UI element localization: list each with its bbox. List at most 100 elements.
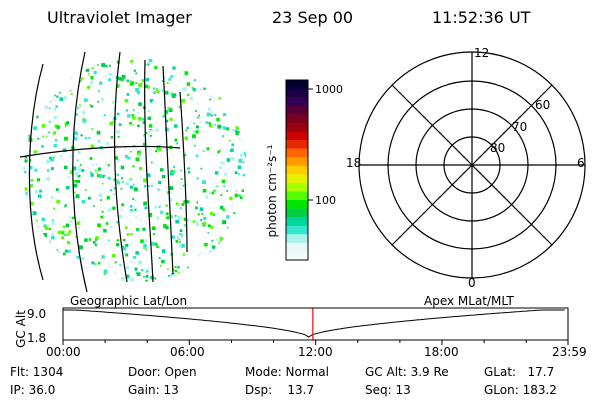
image-pixel [139, 104, 144, 109]
image-pixel [28, 244, 31, 247]
image-pixel [104, 162, 108, 166]
image-pixel [150, 241, 155, 246]
image-pixel [243, 197, 246, 199]
image-pixel [76, 270, 79, 273]
image-pixel [235, 258, 239, 262]
image-pixel [181, 98, 186, 103]
image-pixel [210, 114, 213, 117]
image-pixel [130, 260, 133, 263]
image-pixel [235, 131, 239, 136]
image-pixel [223, 185, 225, 188]
status-dsp: Dsp: 13.7 [245, 383, 315, 397]
image-pixel [91, 67, 94, 70]
image-pixel [78, 245, 83, 250]
polar-mlt-plot [358, 51, 586, 279]
image-pixel [134, 146, 138, 150]
image-pixel [79, 164, 82, 166]
status-mode: Mode: Normal [245, 365, 329, 379]
image-pixel [207, 278, 210, 281]
image-pixel [156, 245, 159, 249]
image-pixel [237, 247, 240, 250]
image-pixel [226, 102, 231, 107]
image-pixel [175, 202, 179, 206]
image-pixel [61, 281, 65, 282]
image-pixel [91, 276, 94, 280]
status-gain: Gain: 13 [128, 383, 179, 397]
image-pixel [124, 98, 129, 103]
image-pixel [62, 252, 66, 256]
image-pixel [84, 136, 88, 140]
grid-line [114, 52, 128, 283]
image-pixel [220, 194, 223, 196]
image-pixel [202, 180, 206, 184]
image-pixel [162, 115, 166, 118]
image-pixel [174, 205, 177, 208]
image-pixel [230, 72, 233, 74]
image-pixel [163, 280, 167, 282]
image-pixel [145, 274, 149, 278]
image-pixel [116, 239, 120, 242]
image-pixel [230, 148, 234, 152]
image-pixel [208, 122, 211, 125]
image-pixel [119, 214, 123, 219]
image-pixel [226, 252, 230, 256]
image-pixel [103, 114, 106, 117]
image-pixel [184, 71, 188, 75]
colorbar-stop [286, 105, 308, 115]
image-pixel [102, 175, 106, 178]
image-pixel [76, 256, 80, 259]
image-pixel [27, 134, 30, 137]
image-pixel [125, 243, 129, 247]
image-pixel [139, 218, 143, 221]
image-pixel [64, 204, 67, 207]
image-pixel [84, 271, 88, 275]
image-pixel [28, 97, 32, 101]
image-pixel [221, 135, 225, 138]
image-pixel [239, 127, 242, 130]
image-pixel [179, 240, 182, 243]
image-pixel [238, 158, 243, 163]
image-pixel [62, 225, 66, 229]
image-pixel [143, 244, 147, 248]
image-pixel [196, 177, 199, 180]
image-pixel [201, 222, 203, 225]
image-pixel [96, 172, 99, 175]
image-pixel [23, 277, 27, 281]
image-pixel [216, 212, 219, 216]
image-pixel [44, 273, 49, 278]
image-pixel [127, 114, 131, 118]
image-pixel [143, 178, 148, 183]
image-pixel [243, 105, 247, 109]
image-pixel [132, 183, 135, 186]
image-pixel [80, 77, 84, 80]
image-pixel [128, 156, 131, 160]
image-pixel [228, 64, 231, 67]
image-pixel [172, 75, 177, 79]
image-pixel [56, 254, 59, 257]
image-pixel [147, 116, 152, 121]
altitude-timeline[interactable] [58, 306, 578, 346]
image-pixel [61, 256, 64, 259]
polar-label-0: 0 [468, 276, 476, 290]
image-pixel [192, 134, 196, 139]
image-pixel [60, 66, 63, 69]
colorbar-stop [286, 80, 308, 90]
image-pixel [78, 174, 81, 178]
image-pixel [200, 69, 203, 72]
image-pixel [36, 68, 39, 71]
image-pixel [241, 189, 245, 193]
image-pixel [179, 181, 184, 185]
image-pixel [132, 149, 136, 153]
image-pixel [187, 249, 191, 253]
image-pixel [164, 85, 166, 88]
image-pixel [116, 85, 119, 88]
image-pixel [51, 219, 54, 222]
image-pixel [64, 136, 68, 141]
image-pixel [69, 220, 72, 223]
image-pixel [170, 169, 173, 172]
image-pixel [116, 179, 119, 182]
image-pixel [218, 166, 222, 170]
image-pixel [26, 66, 31, 71]
image-pixel [158, 147, 162, 152]
image-pixel [165, 204, 168, 207]
